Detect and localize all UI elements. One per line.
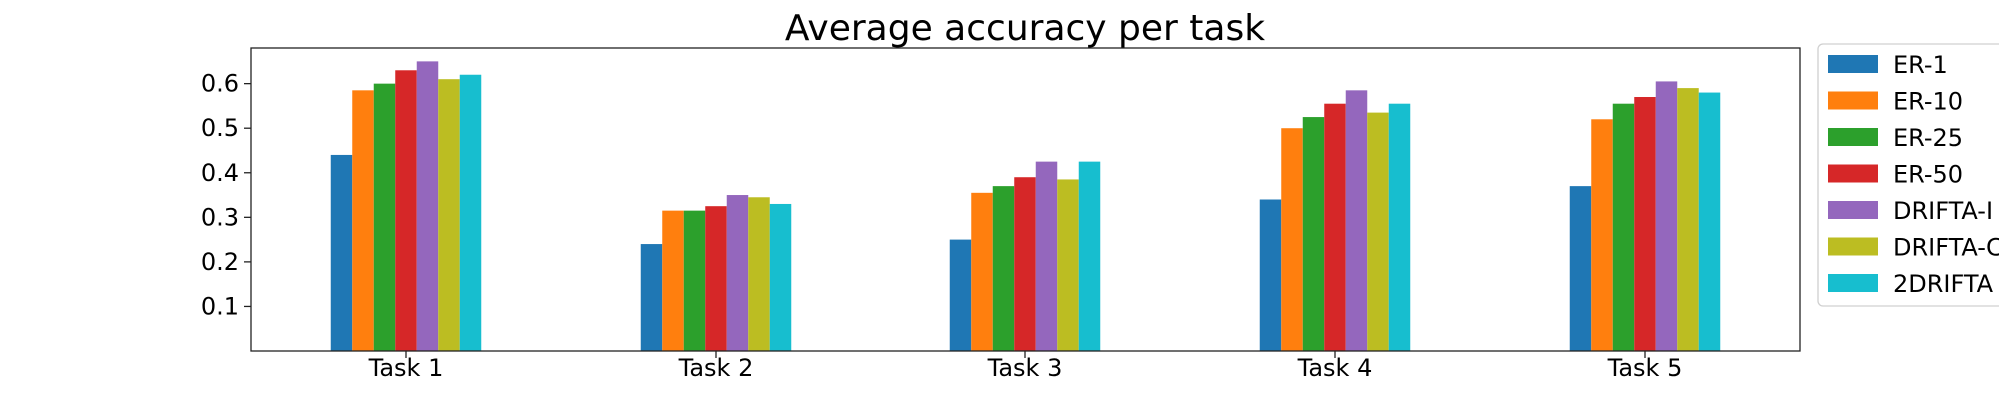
x-tick-label: Task 2 bbox=[678, 354, 754, 382]
bar bbox=[662, 210, 684, 351]
legend-label: ER-25 bbox=[1893, 124, 1963, 152]
bar bbox=[1634, 97, 1656, 351]
bar bbox=[373, 83, 396, 352]
bar bbox=[459, 74, 482, 352]
y-tick-label: 0.5 bbox=[201, 114, 239, 142]
bar bbox=[1302, 117, 1325, 351]
legend-label: DRIFTA-C bbox=[1893, 234, 1999, 262]
legend-swatch bbox=[1828, 164, 1878, 183]
bar bbox=[1035, 161, 1058, 351]
legend-label: 2DRIFTA bbox=[1893, 270, 1994, 298]
bar bbox=[1569, 186, 1592, 351]
bar bbox=[748, 197, 770, 351]
bar bbox=[949, 239, 972, 351]
x-tick-label: Task 5 bbox=[1607, 354, 1683, 382]
legend-label: DRIFTA-I bbox=[1893, 197, 1993, 225]
legend-swatch bbox=[1828, 237, 1878, 256]
y-axis: 0.1 0.2 0.3 0.4 0.5 0.6 bbox=[201, 70, 251, 320]
bar bbox=[1655, 81, 1678, 352]
bar bbox=[1281, 128, 1303, 351]
bar bbox=[1057, 179, 1079, 351]
legend-label: ER-10 bbox=[1893, 88, 1963, 116]
bar bbox=[1259, 199, 1282, 351]
bars-layer bbox=[330, 61, 1721, 352]
legend-label: ER-1 bbox=[1893, 51, 1948, 79]
bar bbox=[705, 206, 727, 351]
bar bbox=[1698, 92, 1721, 351]
bar bbox=[352, 90, 374, 351]
y-tick-label: 0.2 bbox=[201, 248, 239, 276]
legend-swatch bbox=[1828, 274, 1878, 292]
bar bbox=[971, 192, 993, 351]
bar bbox=[1388, 103, 1411, 351]
y-tick-label: 0.1 bbox=[201, 292, 239, 320]
legend-swatch bbox=[1828, 55, 1878, 73]
chart-title: Average accuracy per task bbox=[785, 8, 1265, 49]
bar bbox=[683, 210, 706, 351]
bar bbox=[1591, 119, 1613, 351]
bar bbox=[1078, 161, 1101, 351]
legend-swatch bbox=[1828, 91, 1878, 110]
y-tick-label: 0.6 bbox=[201, 70, 239, 98]
x-tick-label: Task 1 bbox=[368, 354, 444, 382]
bar bbox=[395, 70, 417, 351]
bar bbox=[1612, 103, 1635, 351]
bar bbox=[330, 154, 353, 351]
x-axis: Task 1 Task 2 Task 3 Task 4 Task 5 bbox=[368, 351, 1683, 382]
bar bbox=[438, 79, 460, 351]
legend-swatch bbox=[1828, 128, 1878, 146]
x-tick-label: Task 3 bbox=[987, 354, 1063, 382]
bar bbox=[992, 186, 1015, 351]
bar bbox=[769, 203, 792, 351]
bar bbox=[1367, 112, 1389, 351]
bar bbox=[726, 195, 749, 351]
y-tick-label: 0.4 bbox=[201, 159, 239, 187]
bar bbox=[416, 61, 439, 352]
x-tick-label: Task 4 bbox=[1297, 354, 1373, 382]
bar bbox=[1345, 90, 1368, 351]
legend: ER-1 ER-10 ER-25 ER-50 DRIFTA-I DRIFTA-C 2DRIF… bbox=[1817, 43, 1999, 307]
y-tick-label: 0.3 bbox=[201, 203, 239, 231]
bar bbox=[640, 244, 663, 351]
legend-label: ER-50 bbox=[1893, 161, 1963, 189]
legend-swatch bbox=[1828, 201, 1878, 219]
bar bbox=[1014, 177, 1036, 351]
bar bbox=[1677, 88, 1699, 351]
bar bbox=[1324, 103, 1346, 351]
